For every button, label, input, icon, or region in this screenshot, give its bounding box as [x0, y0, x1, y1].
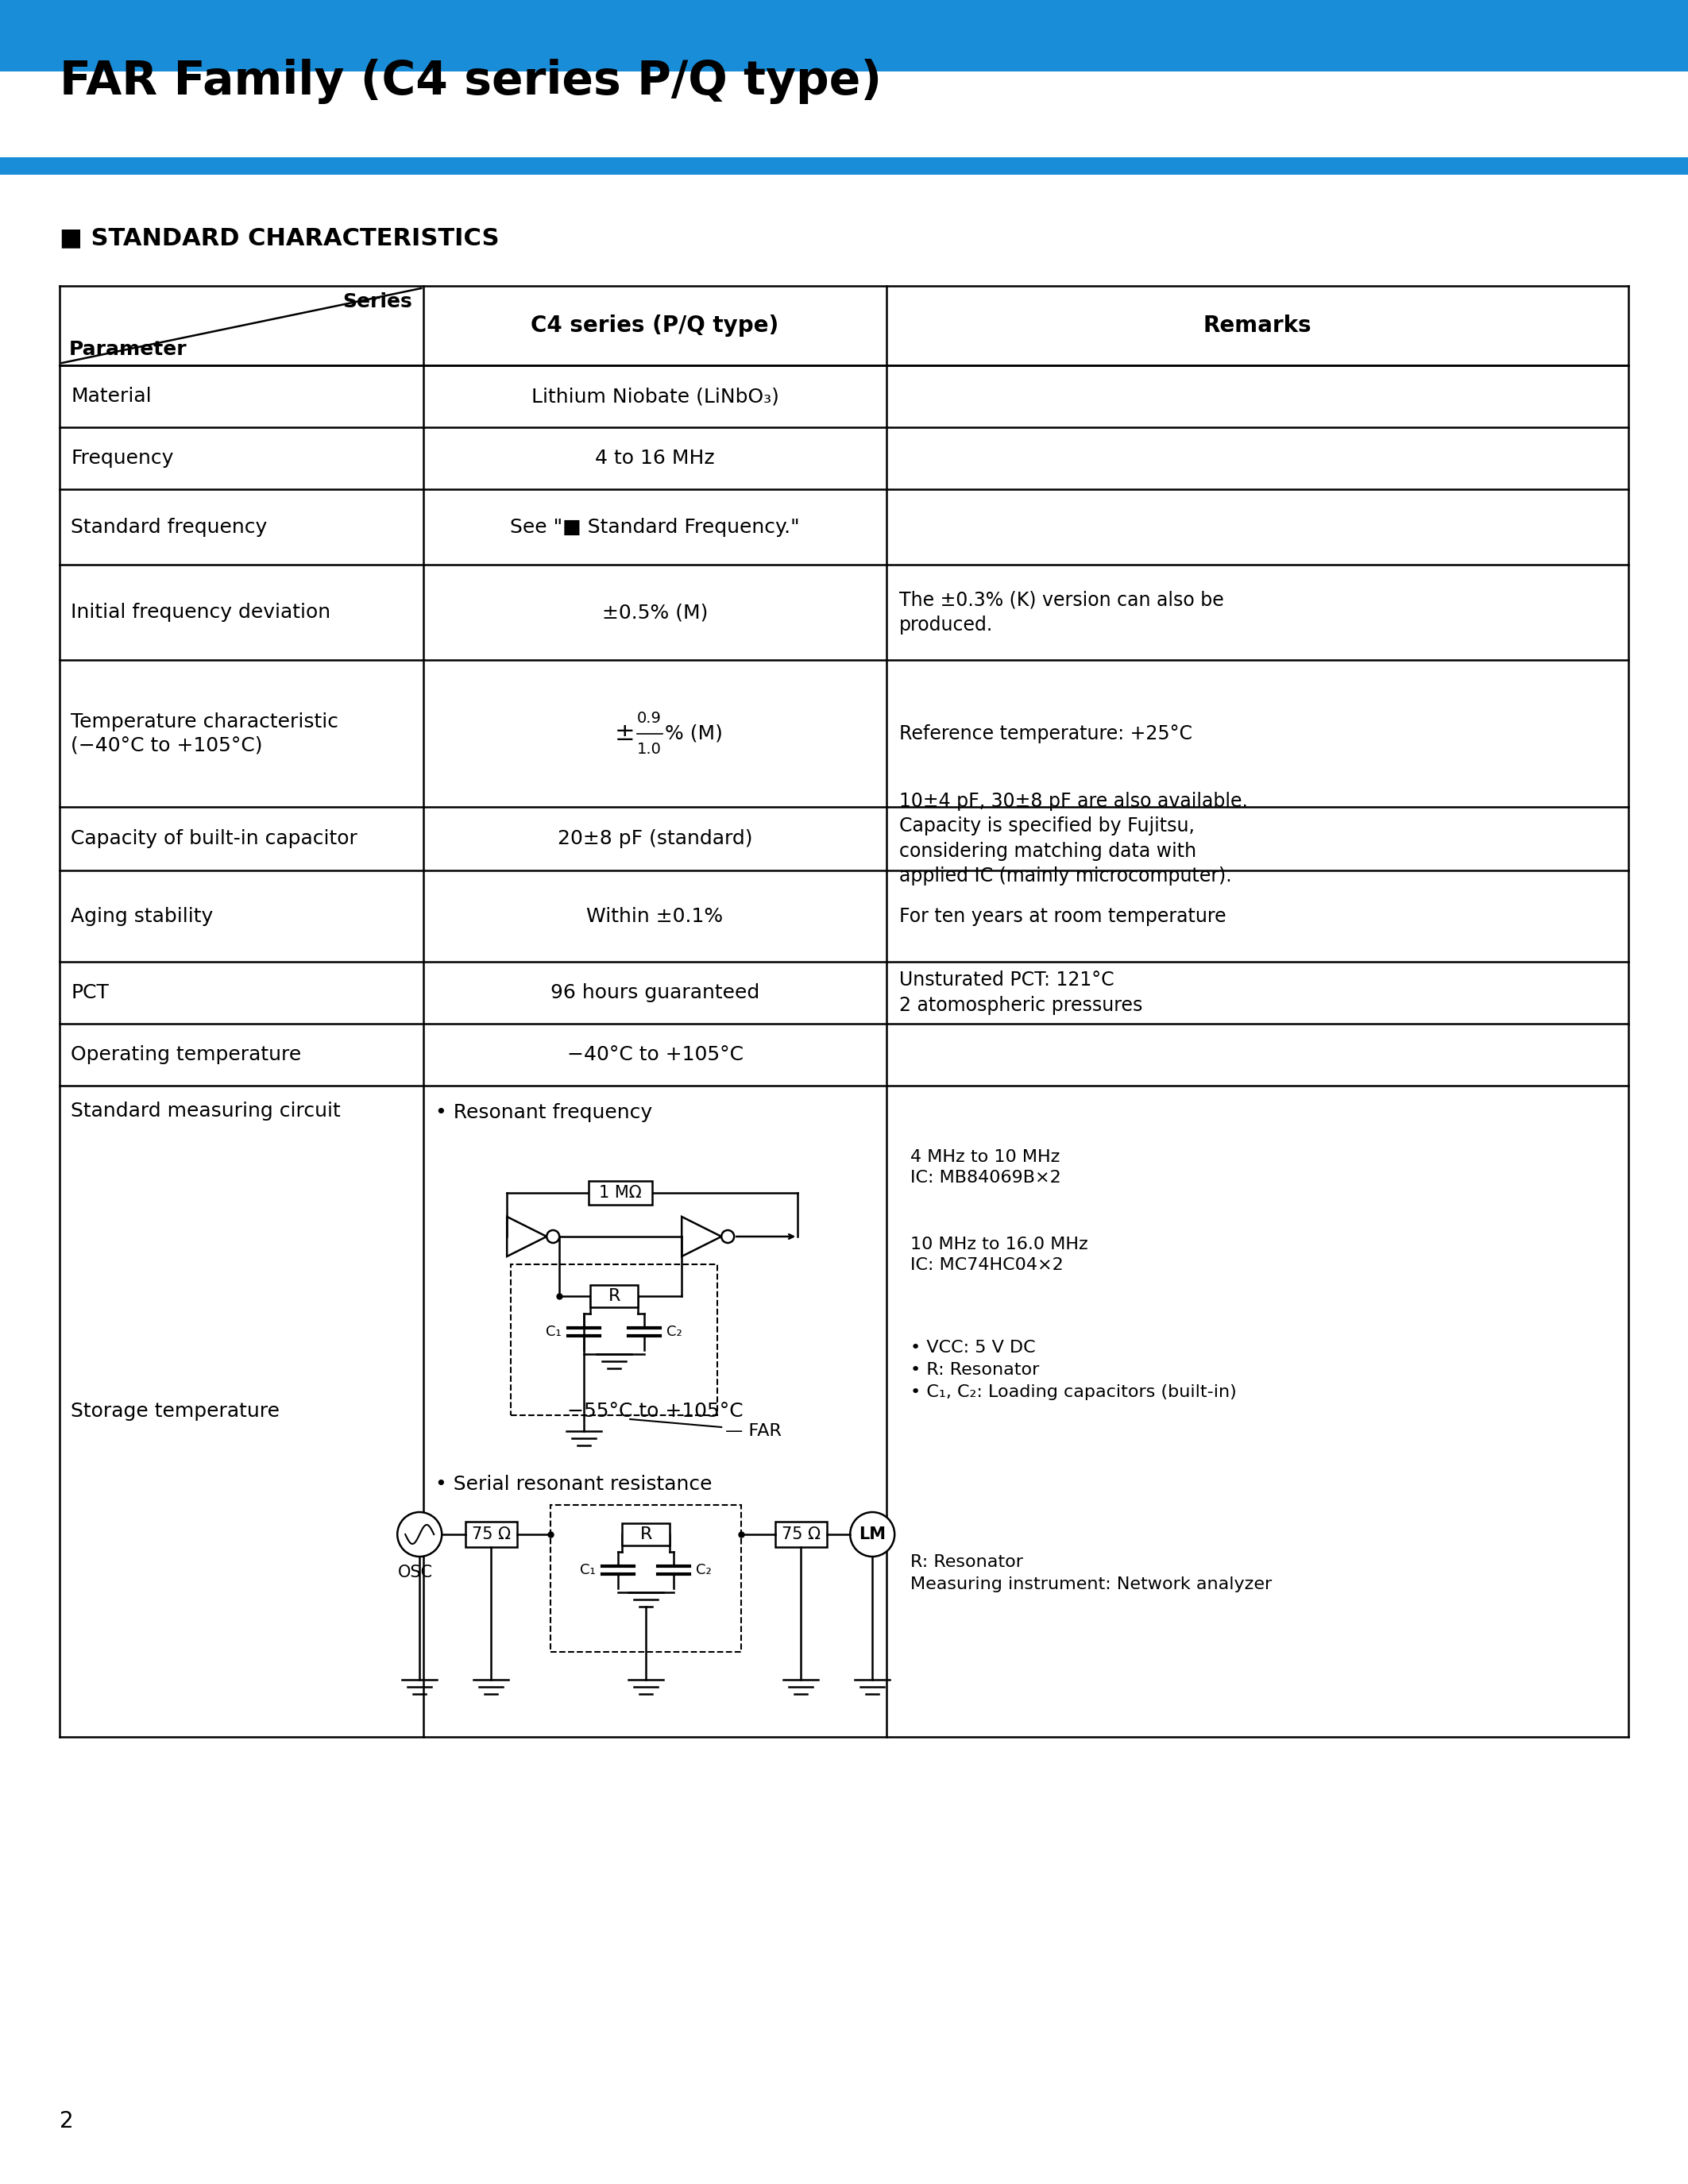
Text: 4 to 16 MHz: 4 to 16 MHz	[596, 448, 714, 467]
Text: Aging stability: Aging stability	[71, 906, 213, 926]
Circle shape	[851, 1511, 895, 1557]
Text: For ten years at room temperature: For ten years at room temperature	[900, 906, 1225, 926]
Text: R: R	[640, 1527, 652, 1542]
Text: Capacity of built-in capacitor: Capacity of built-in capacitor	[71, 830, 358, 847]
Text: Frequency: Frequency	[71, 448, 174, 467]
Text: Unsturated PCT: 121°C
2 atomospheric pressures: Unsturated PCT: 121°C 2 atomospheric pre…	[900, 970, 1143, 1016]
Text: See "■ Standard Frequency.": See "■ Standard Frequency."	[510, 518, 800, 537]
Text: C₂: C₂	[667, 1326, 682, 1339]
Text: Material: Material	[71, 387, 152, 406]
Text: The ±0.3% (K) version can also be
produced.: The ±0.3% (K) version can also be produc…	[900, 590, 1224, 633]
Text: ■ STANDARD CHARACTERISTICS: ■ STANDARD CHARACTERISTICS	[59, 227, 500, 249]
Text: 2: 2	[59, 2110, 74, 2132]
Text: R: Resonator
Measuring instrument: Network analyzer: R: Resonator Measuring instrument: Netwo…	[910, 1555, 1271, 1592]
Text: ±: ±	[614, 723, 635, 745]
Text: 75 Ω: 75 Ω	[782, 1527, 820, 1542]
Text: Series: Series	[343, 293, 412, 312]
Text: Initial frequency deviation: Initial frequency deviation	[71, 603, 331, 622]
Text: 10±4 pF, 30±8 pF are also available.
Capacity is specified by Fujitsu,
consideri: 10±4 pF, 30±8 pF are also available. Cap…	[900, 791, 1247, 887]
Text: 20±8 pF (standard): 20±8 pF (standard)	[557, 830, 753, 847]
Polygon shape	[682, 1216, 721, 1256]
Text: 1 MΩ: 1 MΩ	[599, 1186, 641, 1201]
Bar	[0, 157, 1688, 175]
Text: Standard measuring circuit: Standard measuring circuit	[71, 1101, 341, 1120]
Text: 4 MHz to 10 MHz
IC: MB84069B×2: 4 MHz to 10 MHz IC: MB84069B×2	[910, 1149, 1062, 1186]
Text: R: R	[608, 1289, 619, 1304]
Text: Temperature characteristic
(−40°C to +105°C): Temperature characteristic (−40°C to +10…	[71, 712, 338, 756]
Text: • Resonant frequency: • Resonant frequency	[436, 1103, 653, 1123]
Text: Remarks: Remarks	[1204, 314, 1312, 336]
Text: FAR Family (C4 series P/Q type): FAR Family (C4 series P/Q type)	[59, 59, 881, 103]
Circle shape	[721, 1230, 734, 1243]
Circle shape	[547, 1230, 559, 1243]
Text: C4 series (P/Q type): C4 series (P/Q type)	[532, 314, 778, 336]
Text: 96 hours guaranteed: 96 hours guaranteed	[550, 983, 760, 1002]
Text: • VCC: 5 V DC
• R: Resonator
• C₁, C₂: Loading capacitors (built-in): • VCC: 5 V DC • R: Resonator • C₁, C₂: L…	[910, 1339, 1237, 1400]
Bar	[775, 1522, 827, 1546]
Text: 75 Ω: 75 Ω	[471, 1527, 510, 1542]
Text: 1.0: 1.0	[636, 740, 662, 756]
Text: 10 MHz to 16.0 MHz
IC: MC74HC04×2: 10 MHz to 16.0 MHz IC: MC74HC04×2	[910, 1236, 1089, 1273]
Text: Within ±0.1%: Within ±0.1%	[587, 906, 724, 926]
Text: Operating temperature: Operating temperature	[71, 1046, 300, 1064]
Polygon shape	[506, 1216, 547, 1256]
Text: Lithium Niobate (LiNbO₃): Lithium Niobate (LiNbO₃)	[532, 387, 778, 406]
Text: Storage temperature: Storage temperature	[71, 1402, 280, 1422]
Text: Reference temperature: +25°C: Reference temperature: +25°C	[900, 723, 1192, 743]
Text: −55°C to +105°C: −55°C to +105°C	[567, 1402, 743, 1422]
Text: 0.9: 0.9	[636, 710, 662, 725]
Bar	[0, 0, 1688, 72]
Bar	[466, 1522, 517, 1546]
Bar	[591, 1284, 638, 1308]
Text: C₂: C₂	[695, 1564, 712, 1577]
Text: ±0.5% (M): ±0.5% (M)	[603, 603, 707, 622]
Text: % (M): % (M)	[665, 723, 722, 743]
Bar	[623, 1522, 670, 1546]
Text: • Serial resonant resistance: • Serial resonant resistance	[436, 1474, 712, 1494]
Bar	[589, 1182, 652, 1206]
Text: OSC: OSC	[398, 1564, 434, 1581]
Text: LM: LM	[859, 1527, 886, 1542]
Text: C₁: C₁	[547, 1326, 562, 1339]
Circle shape	[397, 1511, 442, 1557]
Text: C₁: C₁	[581, 1564, 596, 1577]
Text: −40°C to +105°C: −40°C to +105°C	[567, 1046, 743, 1064]
Text: Parameter: Parameter	[69, 341, 187, 358]
Text: Standard frequency: Standard frequency	[71, 518, 267, 537]
Text: — FAR: — FAR	[726, 1424, 782, 1439]
Text: PCT: PCT	[71, 983, 108, 1002]
